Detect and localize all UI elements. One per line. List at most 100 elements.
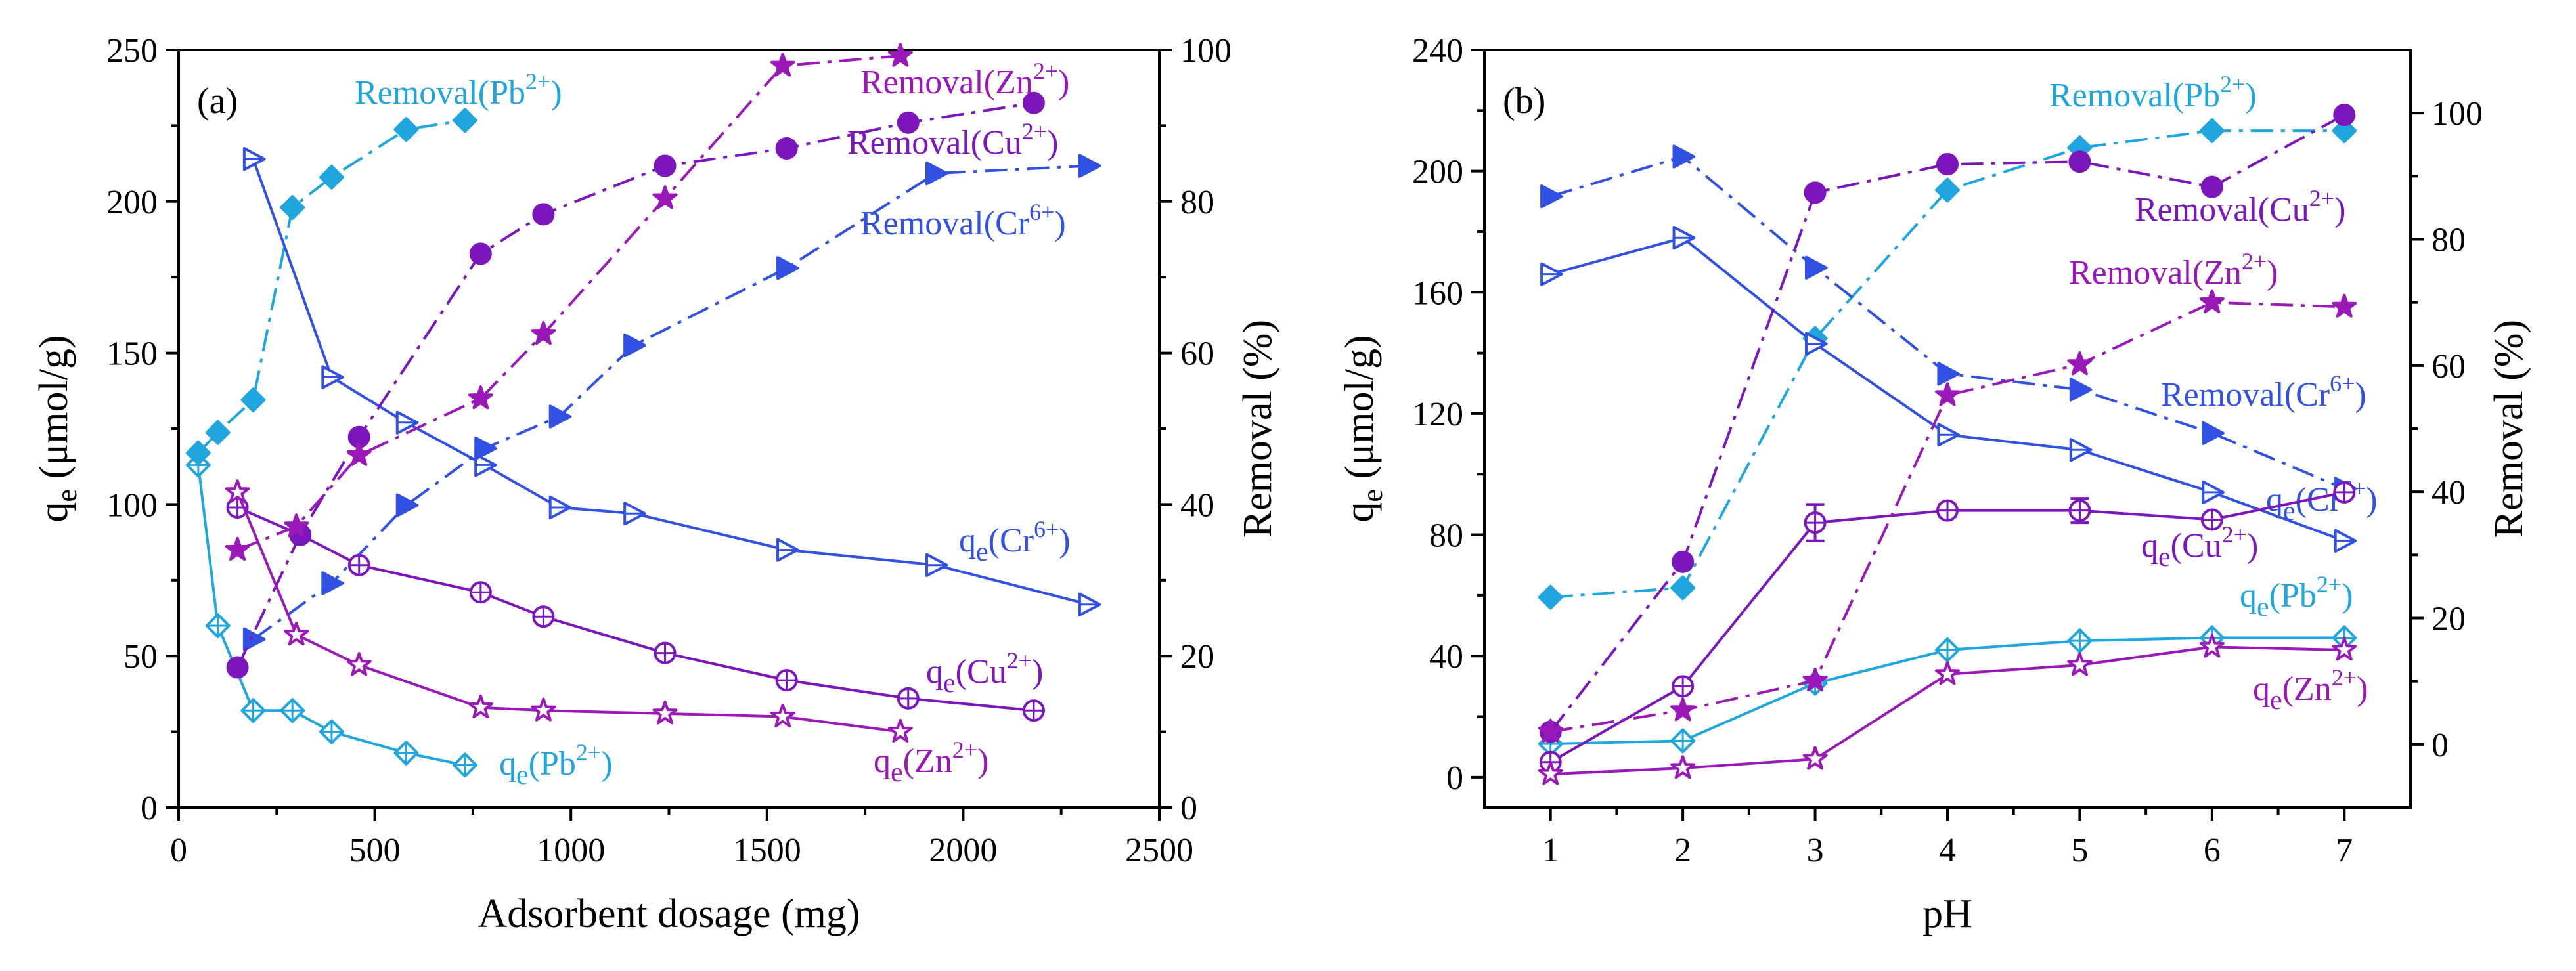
y-right-tick-label: 100 (1180, 32, 1232, 70)
series-qe-zn2- (225, 479, 913, 743)
y-left-tick-label: 200 (1412, 154, 1463, 191)
data-point (284, 622, 309, 646)
data-point (775, 137, 798, 160)
data-point (2199, 634, 2225, 658)
data-point (531, 697, 556, 722)
data-point (1538, 718, 1563, 743)
data-point (469, 242, 492, 265)
data-point (897, 111, 920, 134)
series-label: qe(Zn2+) (874, 737, 988, 788)
series-label: qe(Zn2+) (2253, 664, 2368, 716)
series-line (236, 54, 900, 551)
y-right-tick-label: 20 (2432, 601, 2466, 638)
series-label: Removal(Zn2+) (2069, 248, 2278, 291)
data-point (395, 493, 419, 517)
y-right-tick-label: 60 (2432, 348, 2466, 385)
data-point (346, 442, 372, 466)
data-point (1802, 746, 1828, 770)
data-point (321, 571, 344, 595)
data-point (321, 365, 344, 389)
data-point (2200, 175, 2223, 198)
data-point (1936, 499, 1959, 522)
data-point (1672, 675, 1695, 698)
series-removal-cu2- (226, 91, 1045, 679)
y-left-tick-label: 0 (141, 790, 158, 827)
data-point (2069, 438, 2093, 462)
data-point (468, 694, 493, 719)
data-point (2202, 480, 2225, 505)
series-label: qe(Cu2+) (2141, 521, 2258, 572)
data-point (887, 43, 913, 67)
data-point (897, 687, 920, 710)
data-point (1936, 153, 1959, 176)
data-point (1935, 661, 1960, 685)
data-point (395, 410, 419, 435)
data-point (205, 613, 231, 639)
y-left-tick-label: 40 (1429, 638, 1463, 676)
data-point (2067, 351, 2093, 376)
data-point (240, 698, 266, 723)
data-point (242, 147, 266, 171)
y-right-tick-label: 40 (2432, 474, 2466, 511)
data-point (1937, 423, 1960, 447)
series-label: qe(Cr6+) (959, 516, 1071, 567)
data-point (319, 719, 344, 744)
data-point (185, 440, 211, 465)
data-point (1935, 637, 1960, 662)
data-point (1804, 511, 1827, 534)
data-point (2334, 529, 2357, 553)
series-label: qe(Cu2+) (926, 647, 1043, 699)
y-left-tick-label: 80 (1429, 517, 1463, 555)
data-point (225, 536, 250, 561)
x-tick-label: 2000 (929, 832, 997, 869)
data-point (2068, 150, 2091, 173)
y-right-tick-label: 60 (1180, 335, 1214, 373)
data-point (1022, 699, 1045, 722)
data-point (280, 698, 305, 723)
data-point (393, 740, 419, 766)
data-point (1802, 667, 1828, 692)
data-point (226, 656, 249, 679)
data-point (1935, 177, 1960, 203)
y-left-tick-label: 160 (1412, 274, 1463, 312)
y-left-tick-label: 120 (1412, 396, 1463, 433)
x-tick-label: 6 (2204, 832, 2221, 869)
data-point (2332, 637, 2357, 661)
y-right-axis-title: Removal (%) (2487, 320, 2531, 538)
data-point (2200, 508, 2223, 531)
data-point (1538, 761, 1563, 785)
series-removal-zn2- (225, 43, 913, 561)
data-point (887, 718, 913, 743)
data-point (1672, 144, 1696, 169)
y-right-tick-label: 20 (1180, 638, 1214, 676)
data-point (452, 108, 477, 133)
data-point (1804, 332, 1828, 356)
series-qe-cu2- (1539, 481, 2356, 773)
y-left-axis-title: qe (μmol/g) (32, 335, 83, 522)
series-label: qe(Pb2+) (499, 739, 613, 790)
data-point (652, 701, 678, 725)
x-tick-label: 5 (2071, 832, 2088, 869)
data-point (1078, 592, 1101, 616)
data-point (1670, 575, 1696, 601)
y-left-tick-label: 100 (106, 486, 158, 524)
data-point (1670, 755, 1696, 779)
y-left-tick-label: 250 (106, 32, 158, 70)
y-right-tick-label: 0 (2432, 727, 2449, 764)
series-label: qe(Pb2+) (2240, 571, 2353, 622)
x-tick-label: 7 (2336, 832, 2353, 869)
data-point (623, 502, 646, 526)
data-point (1804, 181, 1827, 204)
data-point (393, 117, 419, 142)
data-point (474, 436, 497, 461)
data-point (284, 513, 309, 538)
series-removal-pb2- (185, 108, 477, 465)
data-point (225, 479, 250, 504)
data-point (280, 195, 305, 221)
data-point (2069, 378, 2093, 402)
y-right-tick-label: 100 (2432, 95, 2483, 133)
panel-a: 0 500 1000 1500 2000 250005010015020025002040… (32, 32, 1280, 936)
series-removal-zn2- (1538, 289, 2357, 743)
data-point (2067, 628, 2093, 654)
